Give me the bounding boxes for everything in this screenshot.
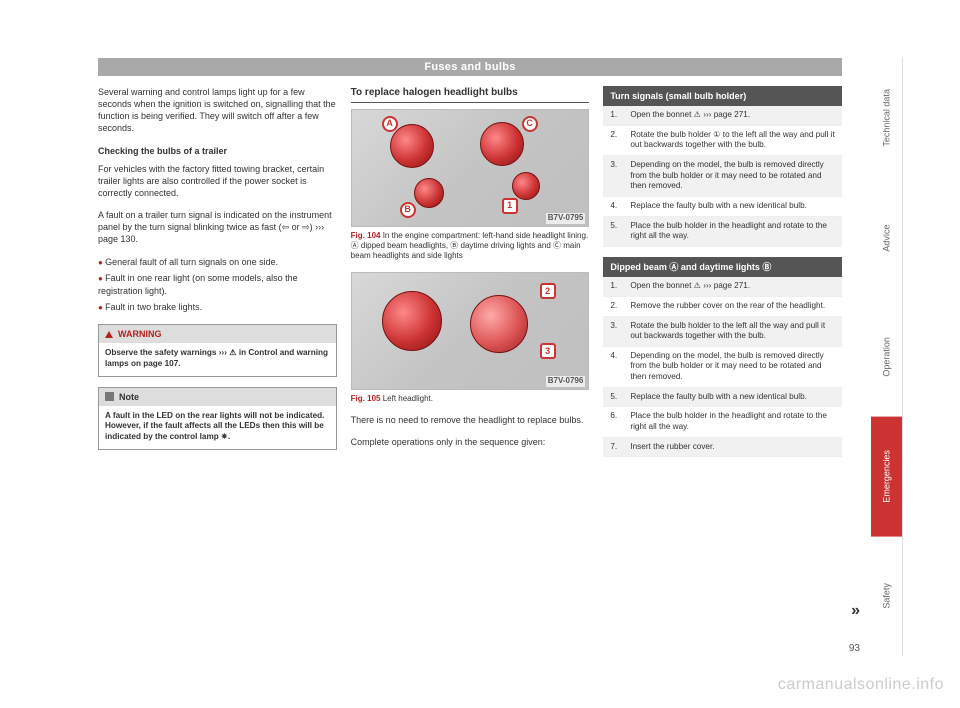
figure-105-number: Fig. 105	[351, 394, 381, 403]
figure-104-number: Fig. 104	[351, 231, 381, 240]
procedure-steps: 1.Open the bonnet ⚠ ››› page 271. 2.Remo…	[603, 277, 842, 457]
procedure-step: 4.Depending on the model, the bulb is re…	[603, 347, 842, 388]
procedure-title: Dipped beam Ⓐ and daytime lights Ⓑ	[603, 257, 842, 277]
subheading-trailer: Checking the bulbs of a trailer	[98, 145, 337, 157]
procedure-step: 1.Open the bonnet ⚠ ››› page 271.	[603, 277, 842, 297]
note-heading: Note	[99, 388, 336, 406]
fault-item: General fault of all turn signals on one…	[98, 256, 337, 269]
figure-104: A C B 1 B7V-0795	[351, 109, 590, 227]
figure-104-text: In the engine compartment: left-hand sid…	[351, 231, 589, 261]
tab-safety[interactable]: Safety	[871, 536, 903, 656]
fault-list: General fault of all turn signals on one…	[98, 256, 337, 315]
procedure-title: Turn signals (small bulb holder)	[603, 86, 842, 106]
figure-105: 2 3 B7V-0796	[351, 272, 590, 390]
trailer-paragraph-2: A fault on a trailer turn signal is indi…	[98, 209, 337, 245]
replace-note-1: There is no need to remove the headlight…	[351, 414, 590, 426]
figure-105-caption: Fig. 105 Left headlight.	[351, 394, 590, 404]
intro-paragraph: Several warning and control lamps light …	[98, 86, 337, 135]
column-2: To replace halogen headlight bulbs A C B…	[351, 86, 590, 656]
warning-box: WARNING Observe the safety warnings ››› …	[98, 324, 337, 376]
fault-item: Fault in one rear light (on some models,…	[98, 272, 337, 297]
page-title: Fuses and bulbs	[98, 58, 842, 76]
procedure-step: 4.Replace the faulty bulb with a new ide…	[603, 197, 842, 217]
procedure-steps: 1.Open the bonnet ⚠ ››› page 271. 2.Rota…	[603, 106, 842, 247]
tab-technical-data[interactable]: Technical data	[871, 58, 903, 178]
procedure-step: 3.Rotate the bulb holder to the left all…	[603, 317, 842, 347]
warning-heading: WARNING	[99, 325, 336, 343]
fault-item: Fault in two brake lights.	[98, 301, 337, 314]
figure-105-text: Left headlight.	[383, 394, 433, 403]
trailer-paragraph-1: For vehicles with the factory fitted tow…	[98, 163, 337, 199]
continued-indicator: »	[851, 602, 860, 620]
procedure-step: 6.Place the bulb holder in the headlight…	[603, 407, 842, 437]
warning-title: WARNING	[118, 328, 162, 340]
procedure-dipped-beam: Dipped beam Ⓐ and daytime lights Ⓑ 1.Ope…	[603, 257, 842, 457]
procedure-step: 7.Insert the rubber cover.	[603, 438, 842, 458]
page-number: 93	[849, 643, 860, 654]
procedure-step: 5.Place the bulb holder in the headlight…	[603, 217, 842, 247]
procedure-step: 3.Depending on the model, the bulb is re…	[603, 156, 842, 197]
procedure-step: 1.Open the bonnet ⚠ ››› page 271.	[603, 106, 842, 126]
procedure-step: 5.Replace the faulty bulb with a new ide…	[603, 388, 842, 408]
note-title: Note	[119, 391, 139, 403]
figure-104-code: B7V-0795	[546, 213, 586, 224]
figure-104-caption: Fig. 104 In the engine compartment: left…	[351, 231, 590, 262]
replace-note-2: Complete operations only in the sequence…	[351, 436, 590, 448]
figure-105-code: B7V-0796	[546, 376, 586, 387]
content-columns: Several warning and control lamps light …	[98, 76, 842, 656]
tab-emergencies[interactable]: Emergencies	[871, 417, 903, 537]
procedure-turn-signals: Turn signals (small bulb holder) 1.Open …	[603, 86, 842, 247]
warning-body: Observe the safety warnings ››› ⚠ in Con…	[99, 343, 336, 375]
column-3: Turn signals (small bulb holder) 1.Open …	[603, 86, 842, 656]
procedure-step: 2.Remove the rubber cover on the rear of…	[603, 297, 842, 317]
procedure-step: 2.Rotate the bulb holder ① to the left a…	[603, 126, 842, 156]
note-icon	[105, 392, 114, 401]
note-box: Note A fault in the LED on the rear ligh…	[98, 387, 337, 450]
watermark: carmanualsonline.info	[778, 676, 944, 694]
column-1: Several warning and control lamps light …	[98, 86, 337, 656]
manual-page: Fuses and bulbs Several warning and cont…	[98, 58, 842, 656]
warning-icon	[105, 331, 113, 338]
section-heading: To replace halogen headlight bulbs	[351, 86, 590, 103]
note-body: A fault in the LED on the rear lights wi…	[99, 406, 336, 449]
side-tabs: Technical data Advice Operation Emergenc…	[871, 58, 903, 656]
tab-operation[interactable]: Operation	[871, 297, 903, 417]
tab-advice[interactable]: Advice	[871, 178, 903, 298]
